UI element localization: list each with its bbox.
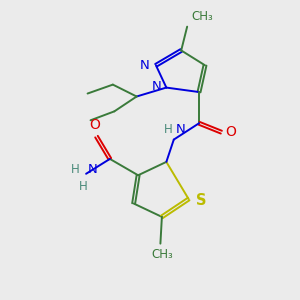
Text: H: H	[79, 180, 88, 193]
Text: N: N	[176, 123, 186, 136]
Text: O: O	[90, 118, 101, 132]
Text: N: N	[88, 163, 97, 176]
Text: CH₃: CH₃	[151, 248, 173, 261]
Text: S: S	[196, 193, 207, 208]
Text: O: O	[225, 125, 236, 139]
Text: H: H	[164, 123, 172, 136]
Text: CH₃: CH₃	[192, 10, 213, 23]
Text: N: N	[152, 80, 162, 93]
Text: H: H	[71, 163, 80, 176]
Text: N: N	[140, 59, 149, 72]
